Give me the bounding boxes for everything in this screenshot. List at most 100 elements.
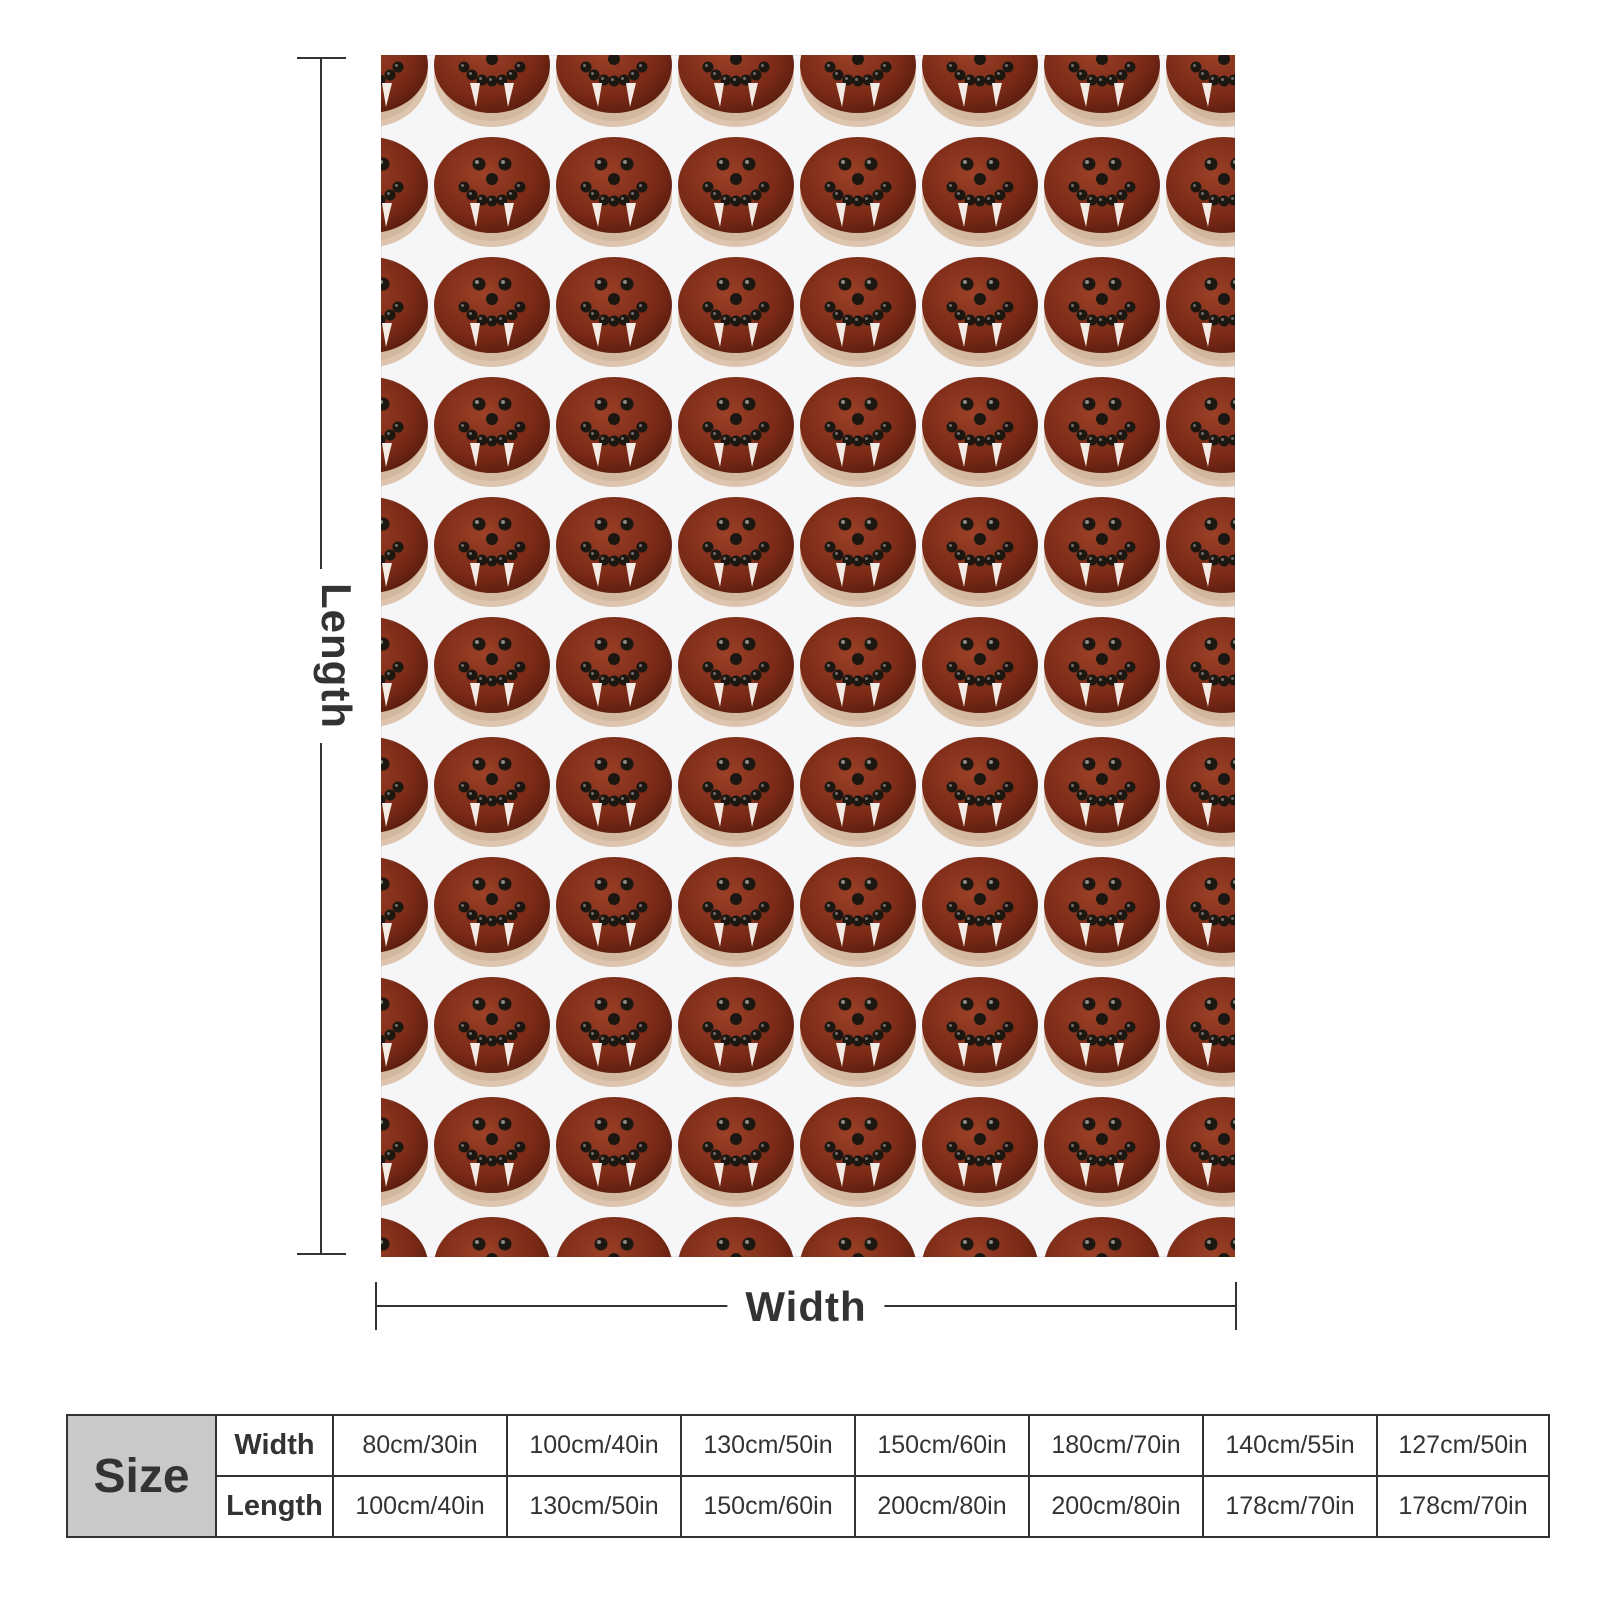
bun-face-motif: [556, 617, 672, 727]
bun-face-motif: [1166, 1097, 1235, 1207]
bun-face-motif: [381, 737, 428, 847]
bun-face-motif: [922, 497, 1038, 607]
bun-face-motif: [800, 1217, 916, 1257]
bun-face-motif: [800, 55, 916, 127]
bun-face-motif: [434, 55, 550, 127]
bun-face-motif: [434, 1097, 550, 1207]
bun-face-motif: [678, 1217, 794, 1257]
bun-face-motif: [922, 55, 1038, 127]
bun-face-motif: [1044, 977, 1160, 1087]
bun-face-motif: [434, 377, 550, 487]
bun-face-motif: [800, 377, 916, 487]
length-cell: 150cm/60in: [680, 1475, 856, 1538]
bun-face-motif: [922, 1097, 1038, 1207]
bun-face-motif: [1044, 55, 1160, 127]
bun-face-motif: [381, 55, 428, 127]
width-cell: 127cm/50in: [1376, 1414, 1550, 1477]
bun-face-motif: [434, 977, 550, 1087]
bun-face-motif: [1166, 137, 1235, 247]
bun-face-motif: [556, 737, 672, 847]
bun-face-motif: [800, 977, 916, 1087]
bun-face-motif: [1044, 377, 1160, 487]
bun-face-motif: [922, 1217, 1038, 1257]
bun-face-motif: [556, 1217, 672, 1257]
bun-face-motif: [678, 257, 794, 367]
bun-face-motif: [1166, 857, 1235, 967]
bun-face-motif: [922, 977, 1038, 1087]
length-cell: 178cm/70in: [1202, 1475, 1378, 1538]
bun-face-motif: [381, 617, 428, 727]
length-cell: 200cm/80in: [854, 1475, 1030, 1538]
blanket-print: [381, 55, 1235, 1257]
bun-face-motif: [678, 1097, 794, 1207]
bun-face-motif: [556, 377, 672, 487]
bun-face-motif: [1044, 857, 1160, 967]
width-cell: 180cm/70in: [1028, 1414, 1204, 1477]
bun-face-motif: [434, 617, 550, 727]
bun-face-motif: [922, 137, 1038, 247]
bun-face-motif: [381, 977, 428, 1087]
length-row-label: Length: [215, 1475, 334, 1538]
bun-face-motif: [556, 257, 672, 367]
bun-face-motif: [1044, 1217, 1160, 1257]
bun-face-motif: [922, 617, 1038, 727]
bun-face-motif: [922, 377, 1038, 487]
bun-face-motif: [381, 137, 428, 247]
bun-face-motif: [1166, 977, 1235, 1087]
bun-face-motif: [556, 137, 672, 247]
bun-face-motif: [556, 857, 672, 967]
bun-face-pattern: [381, 55, 1235, 1257]
bun-face-motif: [1166, 257, 1235, 367]
bun-face-motif: [800, 617, 916, 727]
bun-face-motif: [800, 137, 916, 247]
bun-face-motif: [381, 497, 428, 607]
length-label: Length: [313, 569, 360, 743]
bun-face-motif: [800, 257, 916, 367]
bun-face-motif: [1166, 737, 1235, 847]
bun-face-motif: [678, 617, 794, 727]
bun-face-motif: [556, 55, 672, 127]
bun-face-motif: [434, 497, 550, 607]
bun-face-motif: [1166, 497, 1235, 607]
bun-face-motif: [1044, 1097, 1160, 1207]
width-cell: 150cm/60in: [854, 1414, 1030, 1477]
bun-face-motif: [1166, 55, 1235, 127]
bun-face-motif: [922, 737, 1038, 847]
bun-face-motif: [922, 257, 1038, 367]
bun-face-motif: [1166, 617, 1235, 727]
bun-face-motif: [1044, 497, 1160, 607]
bun-face-motif: [1044, 617, 1160, 727]
bun-face-motif: [556, 977, 672, 1087]
bun-face-motif: [678, 55, 794, 127]
bun-face-motif: [556, 1097, 672, 1207]
width-row-label: Width: [215, 1414, 334, 1477]
bun-face-motif: [434, 257, 550, 367]
bun-face-motif: [678, 737, 794, 847]
bun-face-motif: [678, 137, 794, 247]
bun-face-motif: [381, 857, 428, 967]
bun-face-motif: [1044, 137, 1160, 247]
length-row: Length 100cm/40in 130cm/50in 150cm/60in …: [67, 1475, 1550, 1538]
width-row: Size Width 80cm/30in 100cm/40in 130cm/50…: [66, 1414, 1550, 1538]
bun-face-motif: [434, 737, 550, 847]
width-cell: 80cm/30in: [332, 1414, 508, 1477]
bun-face-motif: [678, 977, 794, 1087]
bun-face-motif: [678, 497, 794, 607]
bun-face-motif: [800, 1097, 916, 1207]
size-header: Size: [66, 1414, 217, 1538]
bun-face-motif: [1166, 1217, 1235, 1257]
bun-face-motif: [434, 137, 550, 247]
bun-face-motif: [381, 377, 428, 487]
bun-face-motif: [1044, 257, 1160, 367]
width-cell: 130cm/50in: [680, 1414, 856, 1477]
bun-face-motif: [1166, 377, 1235, 487]
bun-face-motif: [1044, 737, 1160, 847]
bun-face-motif: [434, 857, 550, 967]
width-cell: 140cm/55in: [1202, 1414, 1378, 1477]
bun-face-motif: [922, 857, 1038, 967]
length-cell: 130cm/50in: [506, 1475, 682, 1538]
length-cell: 178cm/70in: [1376, 1475, 1550, 1538]
length-cell: 200cm/80in: [1028, 1475, 1204, 1538]
bun-face-motif: [381, 1097, 428, 1207]
bun-face-motif: [800, 497, 916, 607]
